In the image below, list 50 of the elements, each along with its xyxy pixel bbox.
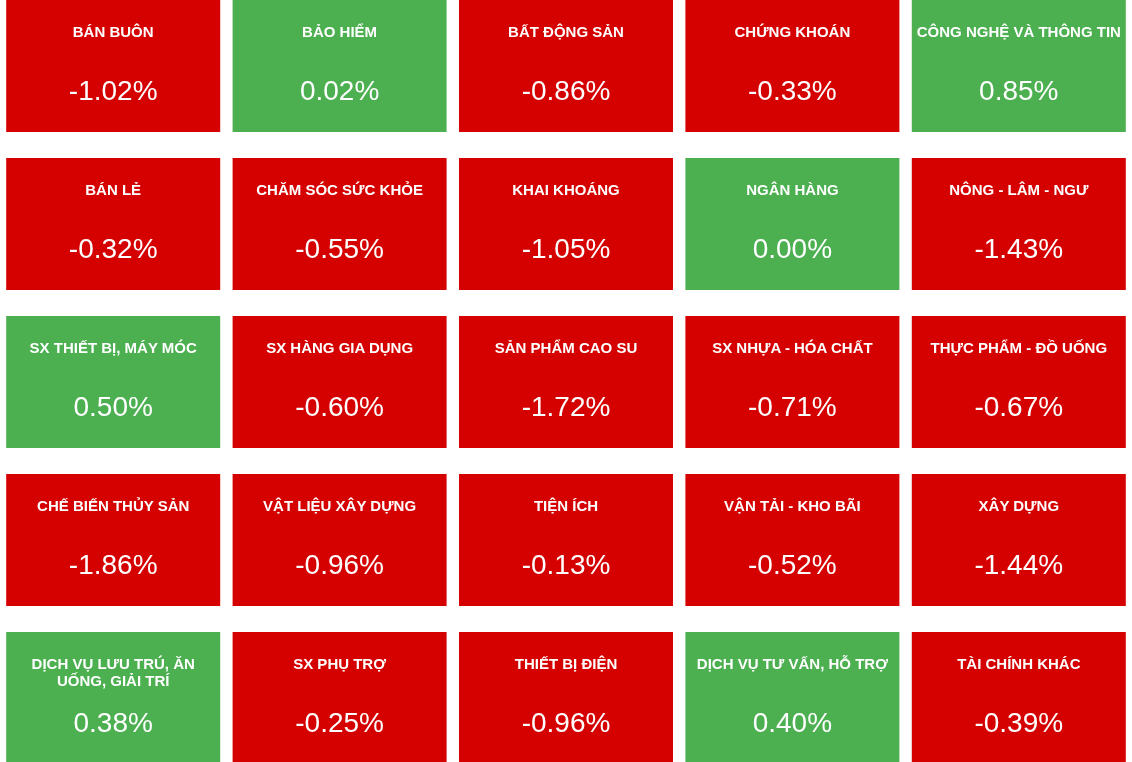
category-label: CHĂM SÓC SỨC KHỎE (256, 181, 423, 199)
data-label: -0.52% (748, 548, 837, 580)
category-label: TIỆN ÍCH (533, 497, 599, 515)
category-label: BÁN LẺ (85, 181, 142, 199)
category-label: SX NHỰA - HÓA CHẤT (712, 339, 873, 357)
category-label: VẬN TẢI - KHO BÃI (724, 497, 861, 515)
category-label: NÔNG - LÂM - NGƯ (949, 181, 1089, 199)
data-label: 0.50% (73, 390, 153, 422)
category-label: DỊCH VỤ TƯ VẤN, HỖ TRỢ (696, 655, 889, 673)
category-label: SẢN PHẨM CAO SU (494, 339, 638, 357)
category-label: CHẾ BIẾN THỦY SẢN (37, 497, 190, 515)
data-label: -1.02% (68, 74, 158, 106)
category-label: CÔNG NGHỆ VÀ THÔNG TIN (916, 23, 1121, 41)
data-label: -1.72% (521, 390, 611, 422)
category-label: SX HÀNG GIA DỤNG (266, 339, 414, 357)
data-label: -0.71% (748, 390, 837, 422)
category-label: BẢO HIỂM (302, 23, 378, 41)
data-label: -0.86% (521, 74, 611, 106)
category-label: XÂY DỰNG (978, 497, 1060, 515)
data-label: -0.96% (521, 706, 611, 738)
category-label: VẬT LIỆU XÂY DỰNG (263, 497, 417, 515)
data-label: 0.40% (752, 706, 833, 738)
data-label: -0.39% (974, 706, 1064, 738)
data-label: -0.96% (295, 548, 384, 580)
data-label: -0.67% (974, 390, 1064, 422)
data-label: -0.60% (295, 390, 384, 422)
category-label: SX PHỤ TRỢ (293, 655, 387, 673)
category-label: SX THIẾT BỊ, MÁY MÓC (29, 339, 197, 357)
data-label: -1.05% (521, 232, 611, 264)
category-label: THIẾT BỊ ĐIỆN (514, 655, 618, 673)
data-label: -0.33% (748, 74, 837, 106)
category-label: CHỨNG KHOÁN (734, 23, 851, 41)
data-label: -1.44% (974, 548, 1064, 580)
data-label: 0.85% (979, 74, 1059, 106)
data-label: -0.13% (521, 548, 611, 580)
category-label: NGÂN HÀNG (746, 181, 839, 199)
data-label: -0.55% (295, 232, 384, 264)
category-label: BẤT ĐỘNG SẢN (508, 23, 624, 41)
data-label: 0.00% (752, 232, 833, 264)
category-label: KHAI KHOÁNG (512, 181, 620, 199)
category-label: DỊCH VỤ LƯU TRÚ, ĂN UỐNG, GIẢI TRÍ (31, 655, 195, 690)
category-label: BÁN BUÔN (72, 23, 154, 41)
data-label: -0.25% (295, 706, 384, 738)
data-label: 0.38% (73, 706, 153, 738)
data-label: 0.02% (299, 74, 380, 106)
data-label: -1.86% (68, 548, 158, 580)
data-label: -0.32% (68, 232, 158, 264)
data-label: -1.43% (974, 232, 1064, 264)
category-label: TÀI CHÍNH KHÁC (957, 655, 1081, 673)
category-label: THỰC PHẨM - ĐỒ UỐNG (930, 339, 1108, 357)
